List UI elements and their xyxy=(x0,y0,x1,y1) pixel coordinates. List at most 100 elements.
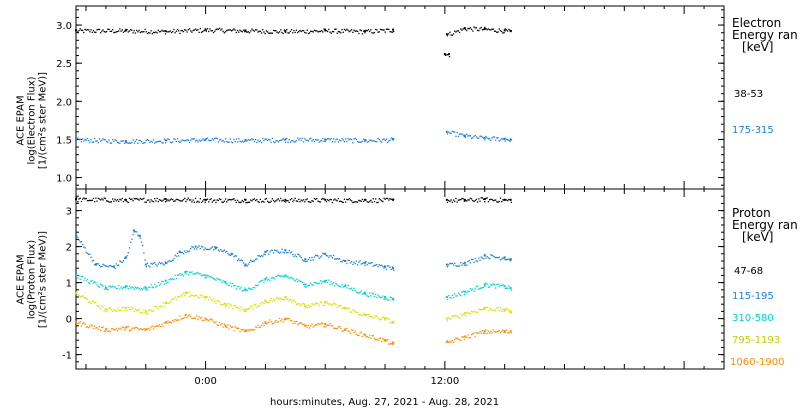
electron-sample-dot xyxy=(152,139,155,141)
proton-sample-dot xyxy=(381,340,383,343)
proton-sample-dot xyxy=(356,201,359,203)
proton-sample-dot xyxy=(251,288,253,291)
proton-sample-dot xyxy=(491,284,493,286)
proton-sample-dot xyxy=(446,298,449,300)
proton-sample-dot xyxy=(80,296,83,298)
proton-sample-dot xyxy=(456,337,458,339)
proton-sample-dot xyxy=(301,303,304,305)
proton-sample-dot xyxy=(131,198,133,200)
proton-sample-dot xyxy=(501,284,503,287)
proton-data-point xyxy=(324,279,327,282)
proton-sample-dot xyxy=(451,294,453,297)
proton-sample-dot xyxy=(115,200,117,202)
proton-sample-dot xyxy=(101,284,103,286)
electron-sample-dot xyxy=(466,29,468,32)
electron-sample-dot xyxy=(180,29,182,32)
proton-sample-dot xyxy=(77,277,79,279)
electron-sample-dot xyxy=(222,30,224,33)
proton-sample-dot xyxy=(161,200,163,202)
proton-sample-dot xyxy=(76,323,78,325)
proton-sample-dot xyxy=(127,288,129,290)
proton-data-point xyxy=(204,198,207,201)
proton-sample-dot xyxy=(469,337,472,339)
proton-sample-dot xyxy=(294,254,296,256)
electron-sample-dot xyxy=(168,31,170,33)
electron-sample-dot xyxy=(194,140,197,142)
electron-sample-dot xyxy=(188,28,191,30)
proton-ytick-label: 2 xyxy=(66,243,72,254)
proton-sample-dot xyxy=(221,201,223,203)
proton-sample-dot xyxy=(322,252,324,255)
proton-sample-dot xyxy=(194,273,197,275)
proton-sample-dot xyxy=(358,261,360,263)
electron-sample-dot xyxy=(84,138,86,141)
electron-sample-dot xyxy=(331,30,334,33)
proton-sample-dot xyxy=(252,286,254,289)
proton-ylabel-line-1: ACE EPAM xyxy=(15,254,27,305)
proton-sample-dot xyxy=(89,253,91,255)
proton-sample-dot xyxy=(110,328,113,330)
electron-sample-dot xyxy=(498,140,500,142)
electron-sample-dot xyxy=(385,28,388,30)
proton-sample-dot xyxy=(508,310,510,312)
electron-data-point xyxy=(503,29,506,32)
electron-sample-dot xyxy=(278,31,281,33)
proton-sample-dot xyxy=(370,337,372,339)
electron-sample-dot xyxy=(172,30,174,33)
proton-sample-dot xyxy=(203,319,205,321)
proton-sample-dot xyxy=(263,281,265,284)
proton-sample-dot xyxy=(122,326,125,329)
electron-sample-dot xyxy=(328,28,330,31)
proton-sample-dot xyxy=(288,300,290,302)
proton-sample-dot xyxy=(182,317,185,319)
electron-sample-dot xyxy=(218,27,221,30)
proton-sample-dot xyxy=(137,286,139,289)
proton-sample-dot xyxy=(161,280,163,283)
proton-sample-dot xyxy=(292,322,294,325)
proton-data-point xyxy=(124,198,127,201)
proton-sample-dot xyxy=(343,260,346,262)
proton-sample-dot xyxy=(307,284,310,287)
proton-sample-dot xyxy=(311,303,313,305)
electron-sample-dot xyxy=(492,28,494,30)
proton-sample-dot xyxy=(474,336,476,338)
proton-sample-dot xyxy=(107,200,109,202)
proton-sample-dot xyxy=(330,325,332,327)
proton-sample-dot xyxy=(191,294,193,296)
electron-sample-dot xyxy=(314,138,317,141)
proton-sample-dot xyxy=(510,289,512,291)
proton-sample-dot xyxy=(121,261,123,264)
proton-sample-dot xyxy=(114,329,116,331)
proton-sample-dot xyxy=(293,300,295,302)
proton-data-point xyxy=(178,251,181,253)
proton-sample-dot xyxy=(133,288,135,290)
proton-sample-dot xyxy=(140,198,143,201)
proton-sample-dot xyxy=(375,315,377,317)
electron-sample-dot xyxy=(103,139,105,141)
proton-sample-dot xyxy=(181,273,183,275)
proton-sample-dot xyxy=(215,302,217,304)
proton-sample-dot xyxy=(343,307,346,309)
proton-sample-dot xyxy=(130,241,132,244)
proton-sample-dot xyxy=(132,327,134,329)
electron-sample-dot xyxy=(302,141,305,143)
proton-sample-dot xyxy=(125,287,127,289)
proton-sample-dot xyxy=(295,303,298,306)
electron-sample-dot xyxy=(275,140,277,142)
proton-sample-dot xyxy=(180,318,182,320)
electron-sample-dot xyxy=(234,140,236,143)
electron-sample-dot xyxy=(271,137,274,140)
proton-data-point xyxy=(75,292,77,295)
proton-sample-dot xyxy=(385,339,388,342)
electron-sample-dot xyxy=(154,31,156,34)
electron-sample-dot xyxy=(187,29,189,31)
proton-sample-dot xyxy=(193,295,195,297)
electron-sample-dot xyxy=(497,31,499,33)
proton-sample-dot xyxy=(115,263,117,265)
electron-sample-dot xyxy=(468,135,470,137)
proton-sample-dot xyxy=(133,327,135,330)
proton-sample-dot xyxy=(496,201,498,203)
proton-sample-dot xyxy=(338,257,341,260)
proton-sample-dot xyxy=(266,250,269,252)
proton-sample-dot xyxy=(492,255,494,257)
